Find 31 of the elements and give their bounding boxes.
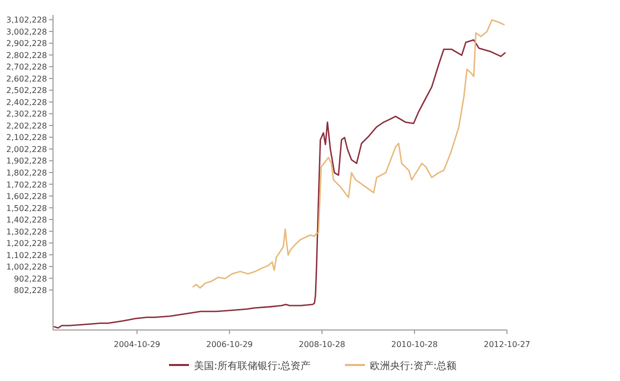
xtick: 2012-10-27 — [484, 340, 530, 349]
ytick: 1,202,228 — [6, 239, 47, 248]
ytick: 2,002,228 — [6, 145, 47, 154]
ytick: 802,228 — [14, 286, 47, 296]
ytick: 1,302,228 — [6, 227, 47, 236]
ytick: 2,502,228 — [6, 86, 47, 96]
ytick: 2,902,228 — [6, 39, 47, 48]
xtick: 2010-10-28 — [391, 340, 438, 349]
ytick: 3,002,228 — [6, 27, 47, 36]
ytick: 2,802,228 — [6, 50, 47, 60]
ytick: 1,702,228 — [6, 180, 47, 190]
xtick: 2004-10-29 — [114, 340, 160, 349]
ytick: 2,702,228 — [6, 62, 47, 72]
ytick: 2,602,228 — [6, 74, 47, 84]
ytick: 1,602,228 — [6, 192, 47, 201]
ytick: 1,802,228 — [6, 168, 47, 178]
ytick: 1,102,228 — [6, 250, 47, 260]
ytick: 902,228 — [14, 274, 47, 284]
ytick: 3,102,228 — [6, 16, 47, 25]
xtick: 2006-10-29 — [206, 340, 253, 349]
ytick: 1,402,228 — [6, 216, 47, 225]
ytick: 2,302,228 — [6, 110, 47, 119]
legend-label: 美国:所有联储银行:总资产 — [194, 360, 311, 372]
ytick: 2,202,228 — [6, 121, 47, 130]
legend-label: 欧洲央行:资产:总额 — [370, 360, 457, 372]
ytick: 2,402,228 — [6, 98, 47, 107]
ytick: 2,102,228 — [6, 133, 47, 142]
ytick: 1,502,228 — [6, 204, 47, 213]
ytick: 1,902,228 — [6, 156, 47, 166]
ytick: 1,002,228 — [6, 262, 47, 272]
xtick: 2008-10-28 — [298, 340, 346, 349]
